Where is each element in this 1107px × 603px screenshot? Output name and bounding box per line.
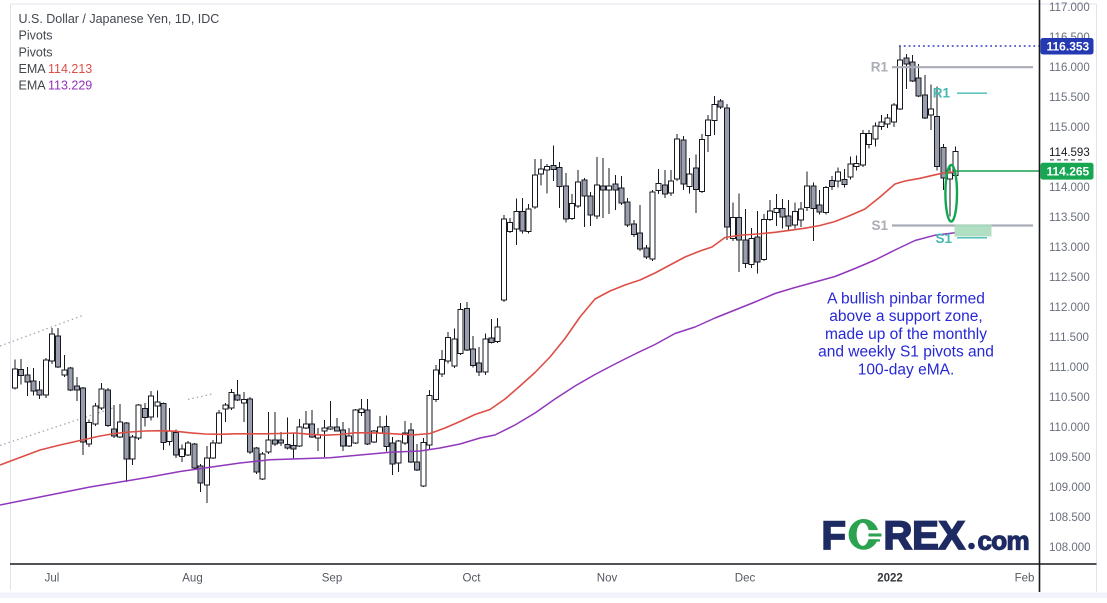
- svg-text:108.000: 108.000: [1049, 542, 1091, 554]
- svg-text:Pivots: Pivots: [19, 45, 53, 59]
- svg-text:111.000: 111.000: [1049, 362, 1089, 374]
- svg-text:REX: REX: [884, 514, 966, 558]
- svg-text:114.265: 114.265: [1047, 165, 1090, 179]
- svg-text:R1: R1: [933, 86, 951, 101]
- svg-text:and weekly S1 pivots and: and weekly S1 pivots and: [818, 344, 994, 361]
- svg-text:EMA: EMA: [19, 62, 47, 76]
- svg-text:111.500: 111.500: [1049, 332, 1089, 344]
- svg-text:Oct: Oct: [463, 573, 482, 585]
- svg-text:Aug: Aug: [182, 573, 202, 585]
- svg-text:112.500: 112.500: [1049, 272, 1090, 284]
- svg-text:made up of the monthly: made up of the monthly: [825, 326, 987, 343]
- svg-text:110.500: 110.500: [1049, 392, 1090, 404]
- svg-text:114.593: 114.593: [1049, 147, 1090, 159]
- svg-text:113.500: 113.500: [1049, 212, 1090, 224]
- svg-text:117.000: 117.000: [1049, 2, 1090, 14]
- svg-text:EMA: EMA: [19, 79, 47, 93]
- svg-text:116.000: 116.000: [1049, 62, 1090, 74]
- svg-text:Pivots: Pivots: [19, 29, 53, 43]
- svg-text:110.000: 110.000: [1049, 422, 1090, 434]
- svg-text:U.S. Dollar / Japanese Yen, 1D: U.S. Dollar / Japanese Yen, 1D, IDC: [19, 12, 220, 26]
- svg-text:115.000: 115.000: [1049, 122, 1090, 134]
- svg-text:S1: S1: [935, 231, 952, 246]
- svg-text:S1: S1: [871, 218, 888, 233]
- svg-text:114.000: 114.000: [1049, 182, 1090, 194]
- svg-text:108.500: 108.500: [1049, 512, 1091, 524]
- svg-text:A bullish pinbar formed: A bullish pinbar formed: [827, 291, 985, 308]
- svg-text:100-day eMA.: 100-day eMA.: [858, 361, 955, 378]
- svg-text:above a support zone,: above a support zone,: [829, 308, 982, 325]
- svg-text:Dec: Dec: [735, 573, 756, 585]
- svg-text:115.500: 115.500: [1049, 92, 1090, 104]
- svg-text:Jul: Jul: [45, 573, 60, 585]
- svg-text:112.000: 112.000: [1049, 302, 1090, 314]
- svg-text:114.213: 114.213: [48, 62, 92, 76]
- svg-text:113.229: 113.229: [48, 79, 92, 93]
- svg-text:F: F: [822, 514, 846, 558]
- svg-text:R1: R1: [871, 60, 889, 75]
- svg-text:109.500: 109.500: [1049, 452, 1091, 464]
- svg-text:2022: 2022: [877, 573, 903, 585]
- svg-text:Sep: Sep: [322, 573, 342, 585]
- svg-text:116.353: 116.353: [1047, 40, 1090, 54]
- svg-text:113.000: 113.000: [1049, 242, 1090, 254]
- svg-text:109.000: 109.000: [1049, 482, 1091, 494]
- svg-text:Nov: Nov: [597, 573, 618, 585]
- svg-text:com: com: [978, 526, 1029, 556]
- svg-text:Feb: Feb: [1015, 573, 1035, 585]
